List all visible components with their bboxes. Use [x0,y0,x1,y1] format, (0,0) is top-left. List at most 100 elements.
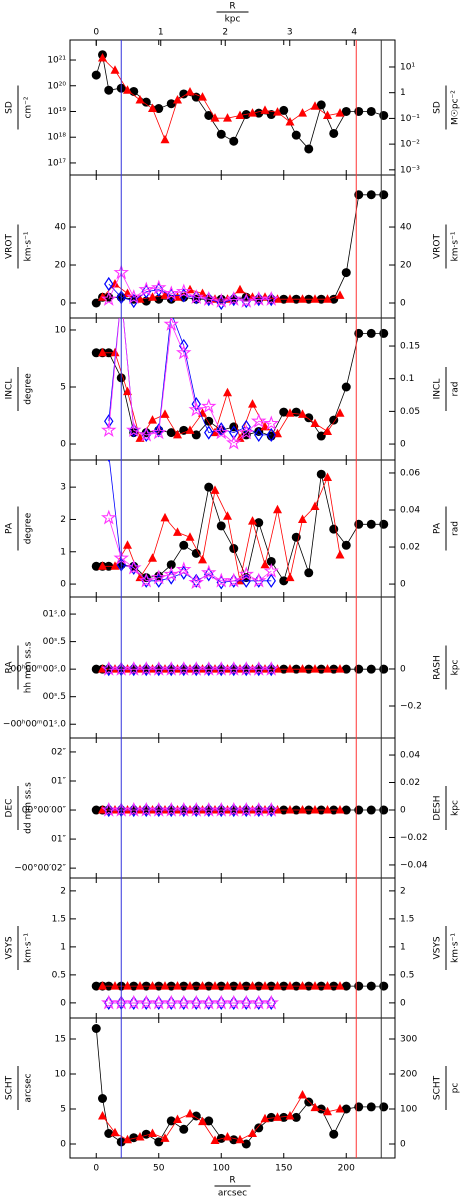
point [379,519,389,529]
series-line [102,475,341,581]
point [238,661,254,676]
point [238,292,254,308]
y2-tick-label: 100 [400,1105,417,1115]
y2-axis-unit: rad [451,382,461,397]
point [273,504,282,514]
point [163,661,179,676]
series-line [96,474,384,582]
point [185,1108,195,1118]
y2-tick-label: 10⁻³ [400,165,420,175]
point [151,424,167,440]
y-tick-label: 00ʰ00ᵐ00ˢ.0 [10,665,66,675]
y-axis-unit: arcsec [24,1073,34,1102]
point [110,65,120,74]
point [91,805,101,815]
point [285,981,295,990]
y-axis-unit: km·s⁻¹ [24,933,34,963]
point [323,110,332,119]
y-tick-label: 0 [60,298,66,308]
panel-frame [69,877,396,1019]
point [213,661,229,676]
x2-tick-label: 4 [351,28,357,38]
point [366,106,376,116]
y-tick-label: 10¹⁹ [47,107,66,117]
point [201,994,217,1010]
y2-axis-title: DESH [433,795,443,820]
point [379,805,389,815]
point [173,805,182,814]
point [91,664,101,674]
point [366,190,376,200]
series-line [96,333,384,437]
x-axis-unit: arcsec [218,1189,247,1199]
x2-tick-label: 2 [222,28,228,38]
plot-area [91,318,389,450]
point [110,279,120,288]
y-axis-unit: degree [24,512,34,544]
point [366,981,376,991]
point [135,805,145,814]
y-tick-label: 01ˢ.0 [43,610,67,620]
point [238,994,254,1010]
point [148,103,157,113]
point [226,801,242,817]
point [323,664,332,673]
point [273,664,282,673]
point [141,97,151,107]
point [104,276,114,292]
point [310,501,320,511]
y-tick-label: 1 [60,942,66,952]
y-tick-label: 10²⁰ [47,81,66,91]
point [298,108,307,117]
point [279,407,289,417]
point [173,429,182,439]
y2-tick-label: −0.02 [400,833,428,843]
point [235,575,245,585]
point [266,110,276,120]
point [223,113,232,122]
point [198,664,207,673]
point [166,428,176,438]
y-tick-label: 01″ [51,835,66,845]
point [210,113,220,122]
point [226,994,242,1010]
point [379,110,389,120]
point [251,661,267,676]
point [213,994,229,1010]
point [298,1090,307,1099]
y2-tick-label: 0.06 [400,468,420,478]
point [341,1104,351,1114]
y-tick-label: 40 [55,223,67,233]
point [335,664,345,673]
point [354,664,364,674]
point [226,434,242,450]
point [123,540,132,549]
point [179,1124,189,1134]
point [260,805,270,814]
point [138,426,154,442]
point [185,532,195,541]
point [173,1114,182,1123]
point [366,328,376,338]
point [254,1123,264,1133]
y2-axis-unit: rad [451,521,461,536]
point [160,1133,170,1142]
y-axis-title: SCHT [5,1075,15,1100]
point [148,553,157,562]
plot-area [91,801,389,818]
y2-axis-title: PA [433,522,443,534]
point [213,292,229,308]
point [316,469,326,479]
point [160,512,170,522]
point [223,981,232,990]
point [210,805,220,814]
y-tick-label: 20 [55,261,67,271]
point [341,540,351,550]
point [366,805,376,815]
point [123,1134,132,1144]
point [151,569,167,585]
point [204,425,214,440]
point [251,994,267,1010]
point [98,1094,107,1103]
